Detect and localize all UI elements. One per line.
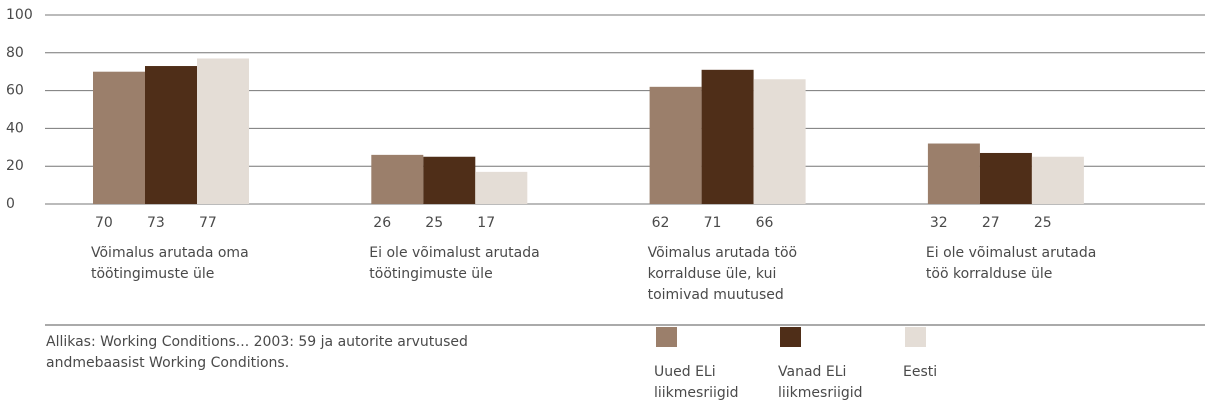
value-label: 73: [147, 215, 165, 231]
value-label: 62: [652, 215, 670, 231]
value-label: 32: [930, 215, 948, 231]
y-tick-label: 100: [6, 7, 33, 23]
bar: [1031, 156, 1084, 204]
value-label: 26: [373, 215, 391, 231]
value-label: 77: [199, 215, 217, 231]
bar: [753, 79, 806, 204]
value-label: 66: [756, 215, 774, 231]
x-category-label: Võimalus arutada töö korralduse üle, kui…: [647, 245, 798, 303]
bar: [371, 154, 424, 204]
bar: [649, 86, 702, 204]
legend-swatch: [656, 327, 677, 347]
legend-label: Uued ELi liikmesriigid: [654, 364, 739, 401]
value-label: 70: [95, 215, 113, 231]
legend-label: Eesti: [903, 364, 938, 380]
bar: [145, 66, 197, 204]
value-label: 25: [425, 215, 443, 231]
value-label: 27: [982, 215, 1000, 231]
bar: [927, 143, 980, 204]
bar: [979, 152, 1032, 204]
y-tick-label: 20: [6, 158, 24, 174]
y-tick-label: 80: [6, 45, 24, 61]
value-label: 17: [477, 215, 495, 231]
y-tick-label: 60: [6, 83, 24, 99]
source-note: Allikas: Working Conditions... 2003: 59 …: [46, 334, 468, 371]
bar: [701, 69, 754, 204]
bar: [93, 71, 145, 204]
legend-swatch: [780, 327, 801, 347]
y-tick-label: 0: [6, 196, 15, 212]
legend-label: Vanad ELi liikmesriigid: [778, 364, 863, 401]
bar: [475, 171, 528, 204]
bar: [423, 156, 476, 204]
legend-swatch: [905, 327, 926, 347]
x-category-label: Ei ole võimalust arutada töötingimuste ü…: [369, 245, 540, 282]
x-category-label: Ei ole võimalust arutada töö korralduse …: [925, 245, 1097, 282]
y-tick-label: 40: [6, 120, 24, 136]
value-label: 25: [1034, 215, 1052, 231]
value-label: 71: [704, 215, 722, 231]
x-category-label: Võimalus arutada oma töötingimuste üle: [91, 245, 249, 282]
bar: [197, 58, 249, 204]
